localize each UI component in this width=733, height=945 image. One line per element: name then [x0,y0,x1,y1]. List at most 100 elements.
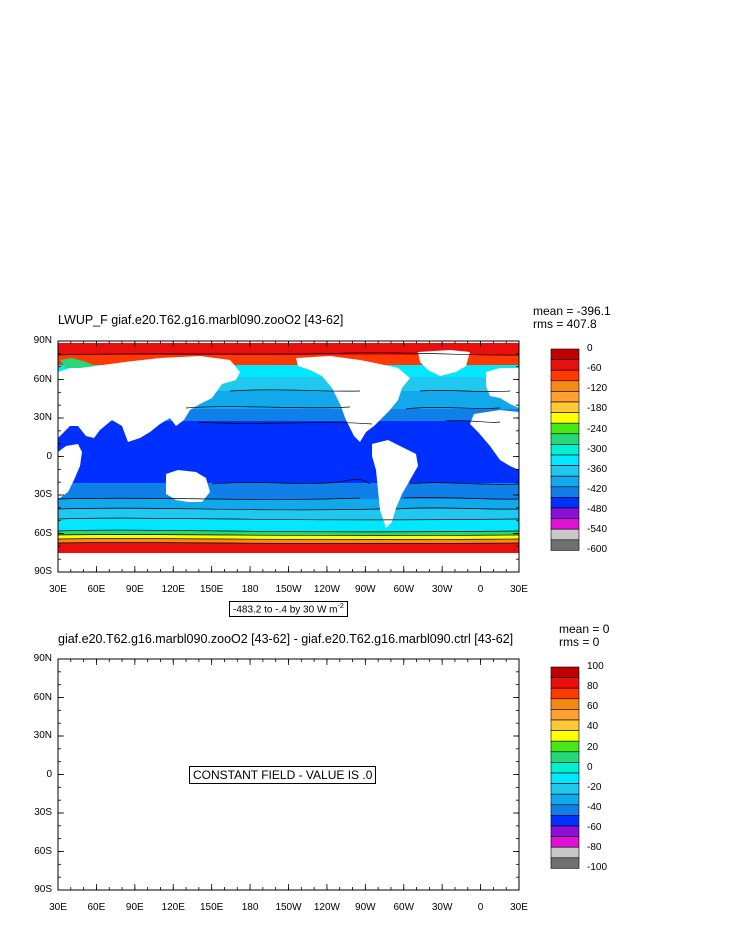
colorbar-tick-label: 0 [587,343,593,354]
lon-label: 30W [431,902,453,913]
constant-field-message: CONSTANT FIELD - VALUE IS .0 [189,766,377,784]
colorbar-swatch [550,507,580,519]
colorbar-swatch [550,433,580,445]
panel1-rms: rms = 407.8 [533,317,597,331]
lat-label: 30N [33,730,52,741]
colorbar-swatch [550,762,580,774]
colorbar-tick-label: -540 [587,524,608,536]
lon-label: 150E [199,902,224,913]
colorbar-swatch [550,359,580,371]
lat-label: 90N [33,335,52,346]
colorbar-swatch [550,719,580,731]
lon-label: 150W [275,902,302,913]
axis-ticks [57,340,520,891]
colorbar-swatch [550,836,580,848]
contour-info-units-exponent: -2 [337,603,344,610]
colorbar-swatch [550,369,580,382]
colorbar-swatch [550,391,580,403]
lon-label: 30W [431,584,453,595]
lon-label: 60E [87,902,106,913]
colorbar-swatch [550,804,580,816]
colorbar-swatch [550,730,580,742]
colorbar-swatch [550,518,580,530]
lon-label: 150E [199,584,224,595]
colorbar-swatch [550,740,580,753]
lat-label: 90N [33,653,52,664]
colorbar-swatch [550,412,580,424]
colorbar-tick-label: 20 [587,741,599,753]
colorbar-panel2 [550,666,580,869]
lon-label: 180 [241,902,259,913]
colorbar-tick-label: -600 [587,544,608,556]
colorbar-tick-label: -180 [587,403,608,415]
colorbar-tick-label: -240 [587,423,608,435]
colorbar-tick-label: -60 [587,363,602,375]
lon-label: 120E [161,584,185,595]
colorbar-swatch [550,687,580,700]
colorbar-tick-label: 100 [587,661,604,672]
colorbar-swatch [550,444,580,456]
colorbar-swatch [550,539,580,551]
colorbar-swatch [550,815,580,827]
lat-label: 30N [33,412,52,423]
lat-label: 0 [46,768,52,780]
lat-label: 60N [33,373,52,385]
colorbar-swatch [550,528,580,541]
colorbar-tick-label: -80 [587,842,602,854]
lon-label: 30E [49,902,67,913]
panel1-title: LWUP_F giaf.e20.T62.g16.marbl090.zooO2 [… [58,313,344,327]
lon-label: 120W [313,584,340,595]
colorbar-swatch [550,475,580,488]
lon-label: 60W [393,902,415,913]
colorbar-swatch [550,677,580,689]
lat-label: 30S [34,489,52,500]
colorbar-panel1 [550,348,580,551]
colorbar-swatch [550,486,580,498]
contour-info-text: -483.2 to -.4 by 30 W m [233,604,338,616]
colorbar-swatch [550,380,580,392]
lat-label: 60N [33,691,52,703]
lat-label: 0 [46,450,52,462]
colorbar-tick-label: -40 [587,801,602,813]
colorbar-swatch [550,422,580,435]
panel2-mean: mean = 0 [559,622,610,636]
lon-label: 120W [313,902,340,913]
colorbar-tick-label: -100 [587,862,608,874]
lon-label: 90W [355,902,376,913]
colorbar-tick-label: -120 [587,383,608,395]
colorbar-swatch [550,698,580,710]
colorbar-swatch [550,666,580,678]
lon-label: 150W [275,584,302,595]
lon-label: 90E [125,584,144,595]
contour-info-box: -483.2 to -.4 by 30 W m-2 [229,601,348,618]
colorbar-tick-label: -60 [587,822,602,834]
colorbar-swatch [550,348,580,360]
colorbar-tick-label: -20 [587,781,602,793]
lat-label: 30S [34,807,52,818]
colorbar-swatch [550,465,580,477]
colorbar-swatch [550,772,580,784]
lat-label: 60S [34,527,52,539]
colorbar-tick-label: -480 [587,504,608,516]
lon-label: 60E [87,584,106,595]
panel1-mean: mean = -396.1 [533,304,611,318]
colorbar-swatch [550,783,580,795]
lat-label: 90S [34,884,52,895]
lon-label: 30E [510,584,528,595]
colorbar-tick-label: 0 [587,761,593,773]
colorbar-swatch [550,401,580,413]
colorbar-swatch [550,793,580,806]
colorbar-swatch [550,846,580,859]
panel2-rms: rms = 0 [559,635,600,649]
lon-label: 120E [161,902,185,913]
lon-label: 90W [355,584,376,595]
panel2-title: giaf.e20.T62.g16.marbl090.zooO2 [43-62] … [58,632,514,646]
colorbar-tick-label: -300 [587,443,608,455]
colorbar-swatch [550,454,580,466]
colorbar-tick-label: -360 [587,463,608,475]
lon-label: 0 [477,584,484,595]
colorbar-tick-label: 60 [587,701,599,713]
lon-label: 0 [477,902,484,913]
lon-label: 90E [125,902,144,913]
